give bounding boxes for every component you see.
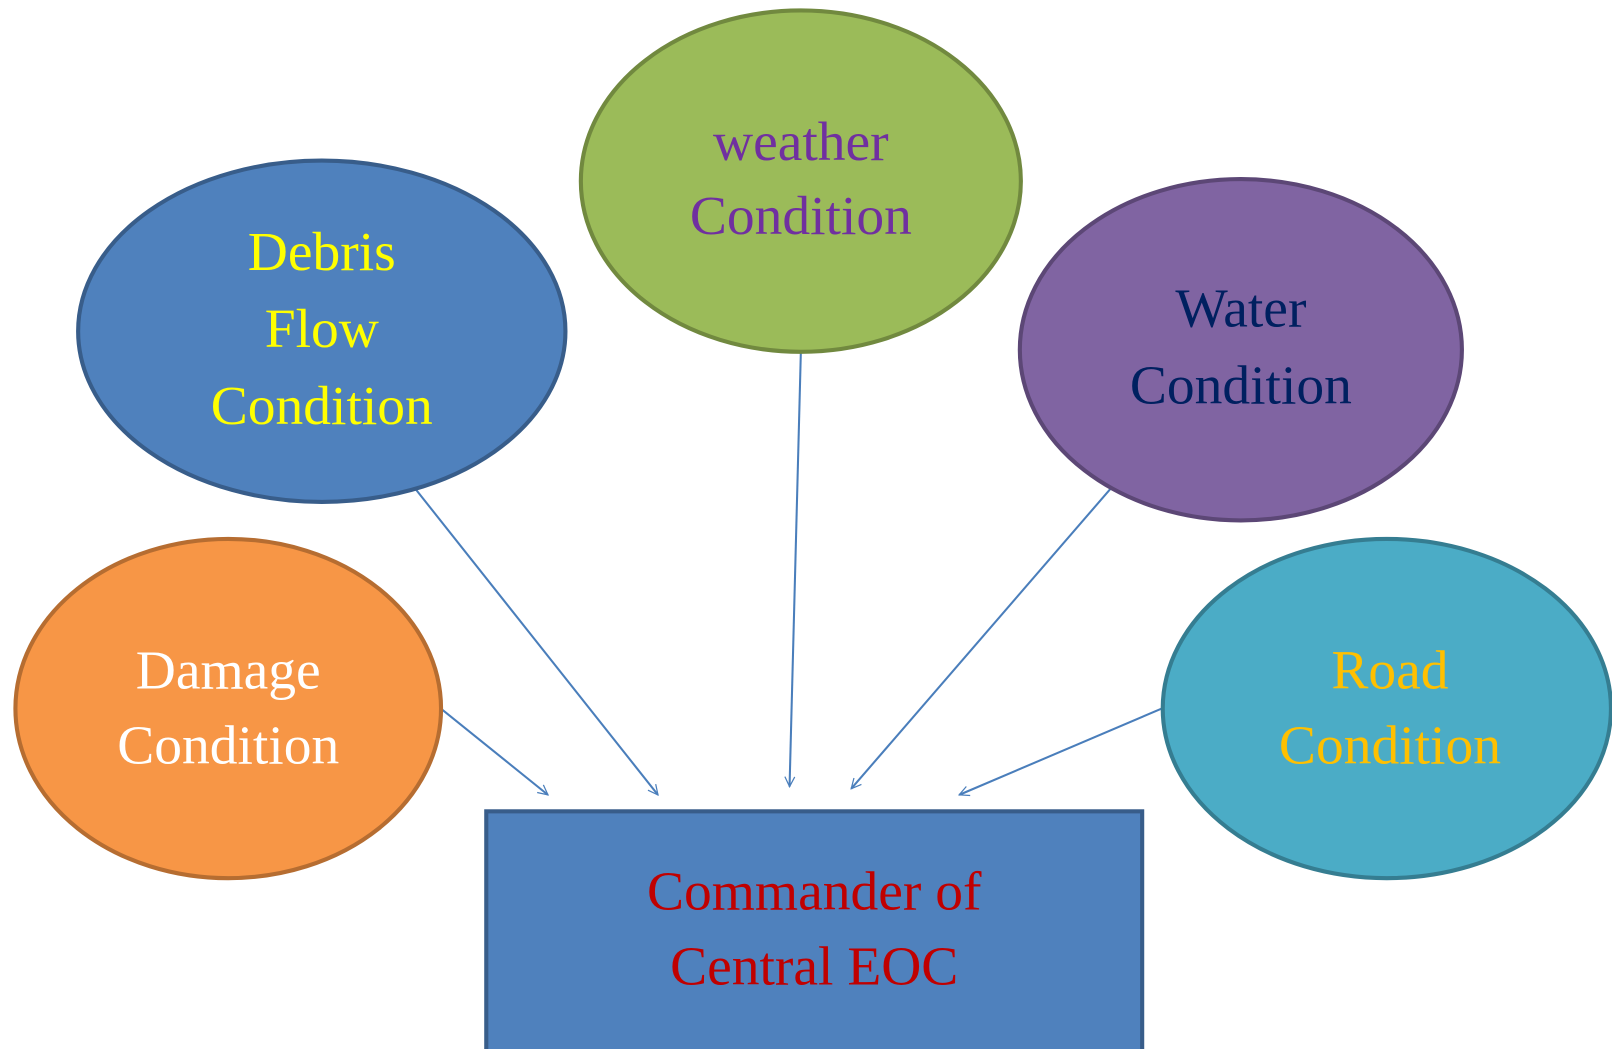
arrow xyxy=(413,486,658,794)
node xyxy=(1017,177,1464,523)
node-label: Damage xyxy=(136,640,321,701)
node-label: Condition xyxy=(1130,356,1352,417)
node xyxy=(13,536,444,881)
target-label: Central EOC xyxy=(670,936,958,997)
arrow xyxy=(959,707,1163,795)
target-label: Commander of xyxy=(647,861,982,922)
node-label: Condition xyxy=(117,715,339,776)
node-label: Flow xyxy=(265,299,379,360)
node xyxy=(1160,536,1612,881)
node xyxy=(578,8,1023,354)
arrow xyxy=(441,708,548,795)
node-label: Condition xyxy=(211,376,433,437)
node-label: Road xyxy=(1331,640,1448,701)
node-label: Water xyxy=(1175,278,1306,339)
node-label: weather xyxy=(713,112,889,173)
node-label: Condition xyxy=(690,186,912,247)
node-label: Debris xyxy=(248,222,396,283)
node xyxy=(76,158,568,504)
target-box xyxy=(484,809,1145,1049)
node-label: Condition xyxy=(1279,715,1501,776)
arrow xyxy=(790,351,802,787)
arrow xyxy=(851,484,1115,788)
